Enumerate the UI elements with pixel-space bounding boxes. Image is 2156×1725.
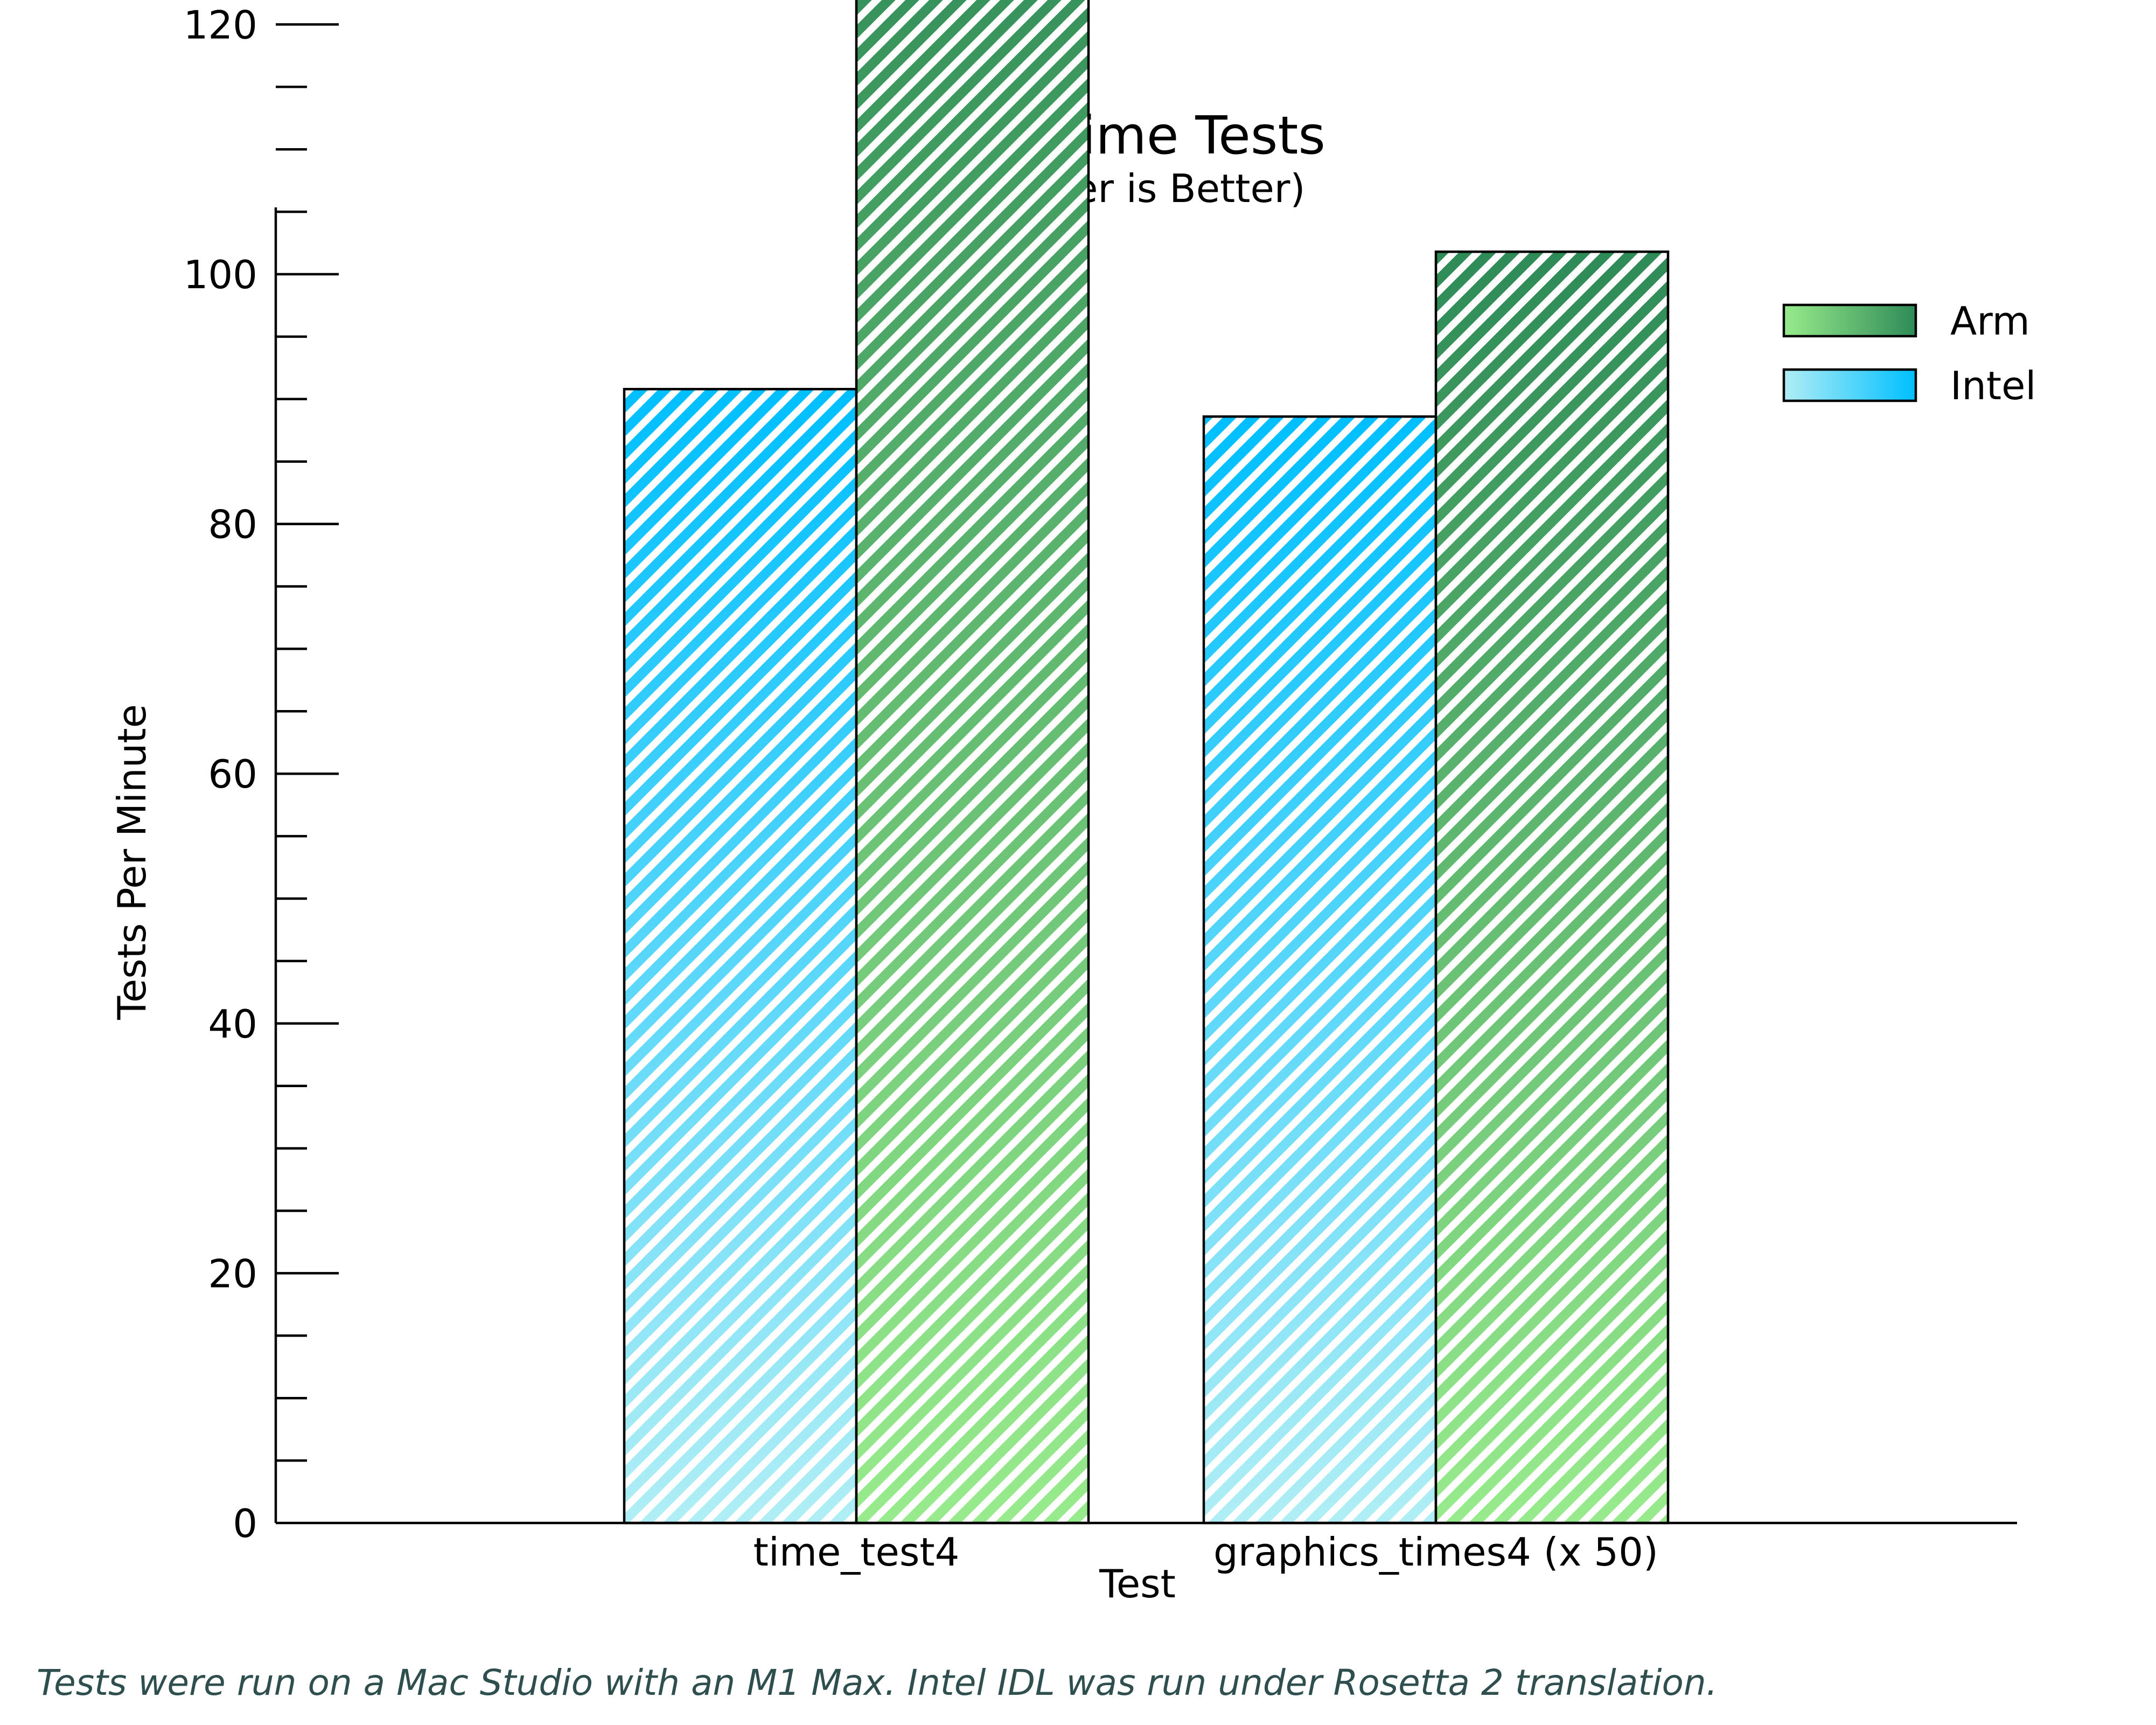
legend: Arm Intel	[1782, 298, 2036, 408]
legend-label: Intel	[1950, 363, 2036, 408]
bar-intel-time-test4	[623, 388, 858, 1525]
legend-item-arm: Arm	[1782, 298, 2030, 344]
bar-intel-graphics-times4-x-50	[1202, 415, 1438, 1525]
y-axis-label: Tests Per Minute	[109, 704, 155, 1020]
y-tick-label: 120	[184, 2, 257, 47]
x-tick-label: time_test4	[753, 1529, 960, 1575]
legend-swatch	[1782, 368, 1917, 402]
y-tick-label: 40	[208, 1001, 257, 1047]
bar-arm-time-test4	[855, 0, 1090, 1525]
y-tick-label: 20	[208, 1251, 257, 1296]
y-tick-labels: 020406080100120140	[184, 2, 257, 1546]
x-tick-label: graphics_times4 (x 50)	[1213, 1529, 1658, 1575]
footnote: Tests were run on a Mac Studio with an M…	[37, 1662, 1718, 1703]
y-tick-label: 0	[233, 1501, 257, 1546]
legend-swatch	[1782, 303, 1917, 338]
y-tick-label: 80	[208, 502, 257, 547]
x-tick-labels: time_test4 graphics_times4 (x 50)	[753, 1529, 1658, 1575]
y-tick-label: 100	[184, 252, 257, 297]
legend-label: Arm	[1950, 298, 2030, 344]
y-tick-label: 60	[208, 752, 257, 797]
bar-arm-graphics-times4-x-50	[1434, 251, 1670, 1525]
x-axis-label: Test	[1099, 1561, 1176, 1606]
legend-item-intel: Intel	[1782, 363, 2036, 408]
axes-layer	[274, 23, 2017, 1525]
bars-layer	[623, 0, 1670, 1525]
